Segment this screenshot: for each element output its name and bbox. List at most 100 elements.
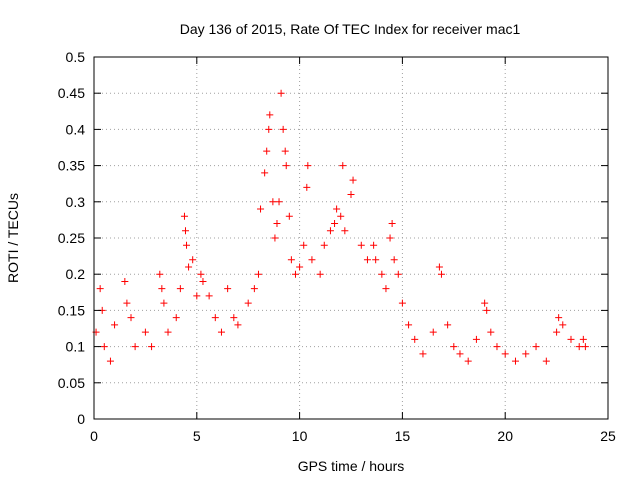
data-point [501, 350, 509, 358]
data-point [160, 299, 168, 307]
data-point [250, 285, 258, 293]
data-point [254, 270, 262, 278]
data-point [211, 314, 219, 322]
data-point [127, 314, 135, 322]
data-point [511, 357, 519, 365]
data-point [106, 357, 114, 365]
data-point [96, 285, 104, 293]
data-point [405, 321, 413, 329]
data-point [158, 285, 166, 293]
data-point [244, 299, 252, 307]
data-point [388, 220, 396, 228]
data-point [257, 205, 265, 213]
data-point [121, 277, 129, 285]
data-point [411, 335, 419, 343]
data-point [370, 241, 378, 249]
data-point [394, 270, 402, 278]
data-point [316, 270, 324, 278]
data-point [337, 212, 345, 220]
x-tick-label: 10 [292, 428, 308, 444]
data-point [271, 234, 279, 242]
data-point [265, 125, 273, 133]
data-point [275, 198, 283, 206]
data-point [193, 292, 201, 300]
data-point [575, 343, 583, 351]
data-point [308, 256, 316, 264]
data-point [189, 256, 197, 264]
y-tick-label: 0.3 [66, 194, 86, 210]
y-axis-label: ROTI / TECUs [5, 193, 21, 283]
data-point [183, 241, 191, 249]
data-point [185, 263, 193, 271]
y-tick-label: 0.45 [58, 85, 85, 101]
data-point [341, 227, 349, 235]
y-tick-label: 0.35 [58, 158, 85, 174]
x-tick-label: 25 [600, 428, 616, 444]
data-point [131, 343, 139, 351]
y-tick-label: 0.1 [66, 339, 86, 355]
data-point [234, 321, 242, 329]
data-point [300, 241, 308, 249]
data-point [382, 285, 390, 293]
data-point [450, 343, 458, 351]
data-point [176, 285, 184, 293]
data-point [180, 212, 188, 220]
data-point [164, 328, 172, 336]
data-point [148, 343, 156, 351]
data-point [483, 306, 491, 314]
data-point [266, 111, 274, 119]
data-point [555, 314, 563, 322]
x-tick-label: 15 [395, 428, 411, 444]
data-point [230, 314, 238, 322]
grid-layer [94, 57, 608, 419]
data-point [261, 169, 269, 177]
data-point [224, 285, 232, 293]
data-point [347, 191, 355, 199]
data-point [296, 263, 304, 271]
data-point [357, 241, 365, 249]
data-point [281, 147, 289, 155]
data-point [205, 292, 213, 300]
data-point [331, 220, 339, 228]
data-point [172, 314, 180, 322]
data-point [419, 350, 427, 358]
data-point [481, 299, 489, 307]
data-point [197, 270, 205, 278]
data-point [386, 234, 394, 242]
data-point [111, 321, 119, 329]
data-point [291, 270, 299, 278]
x-tick-label: 5 [193, 428, 201, 444]
x-axis-label: GPS time / hours [298, 458, 405, 474]
data-point [156, 270, 164, 278]
data-point [363, 256, 371, 264]
data-point [277, 89, 285, 97]
y-tick-label: 0.2 [66, 266, 86, 282]
data-point [444, 321, 452, 329]
data-point [559, 321, 567, 329]
data-point [303, 183, 311, 191]
data-point [390, 256, 398, 264]
data-point [304, 162, 312, 170]
data-point [435, 263, 443, 271]
data-point [378, 270, 386, 278]
data-point [437, 270, 445, 278]
data-point [279, 125, 287, 133]
y-tick-label: 0.25 [58, 230, 85, 246]
data-point [217, 328, 225, 336]
data-point [333, 205, 341, 213]
data-point [398, 299, 406, 307]
y-tick-label: 0 [77, 411, 85, 427]
data-point [372, 256, 380, 264]
data-point [339, 162, 347, 170]
data-point [553, 328, 561, 336]
y-tick-label: 0.5 [66, 49, 86, 65]
data-point [349, 176, 357, 184]
data-point [123, 299, 131, 307]
data-point [199, 277, 207, 285]
data-point [326, 227, 334, 235]
data-point [522, 350, 530, 358]
data-point [581, 343, 589, 351]
data-point [181, 227, 189, 235]
data-point [487, 328, 495, 336]
